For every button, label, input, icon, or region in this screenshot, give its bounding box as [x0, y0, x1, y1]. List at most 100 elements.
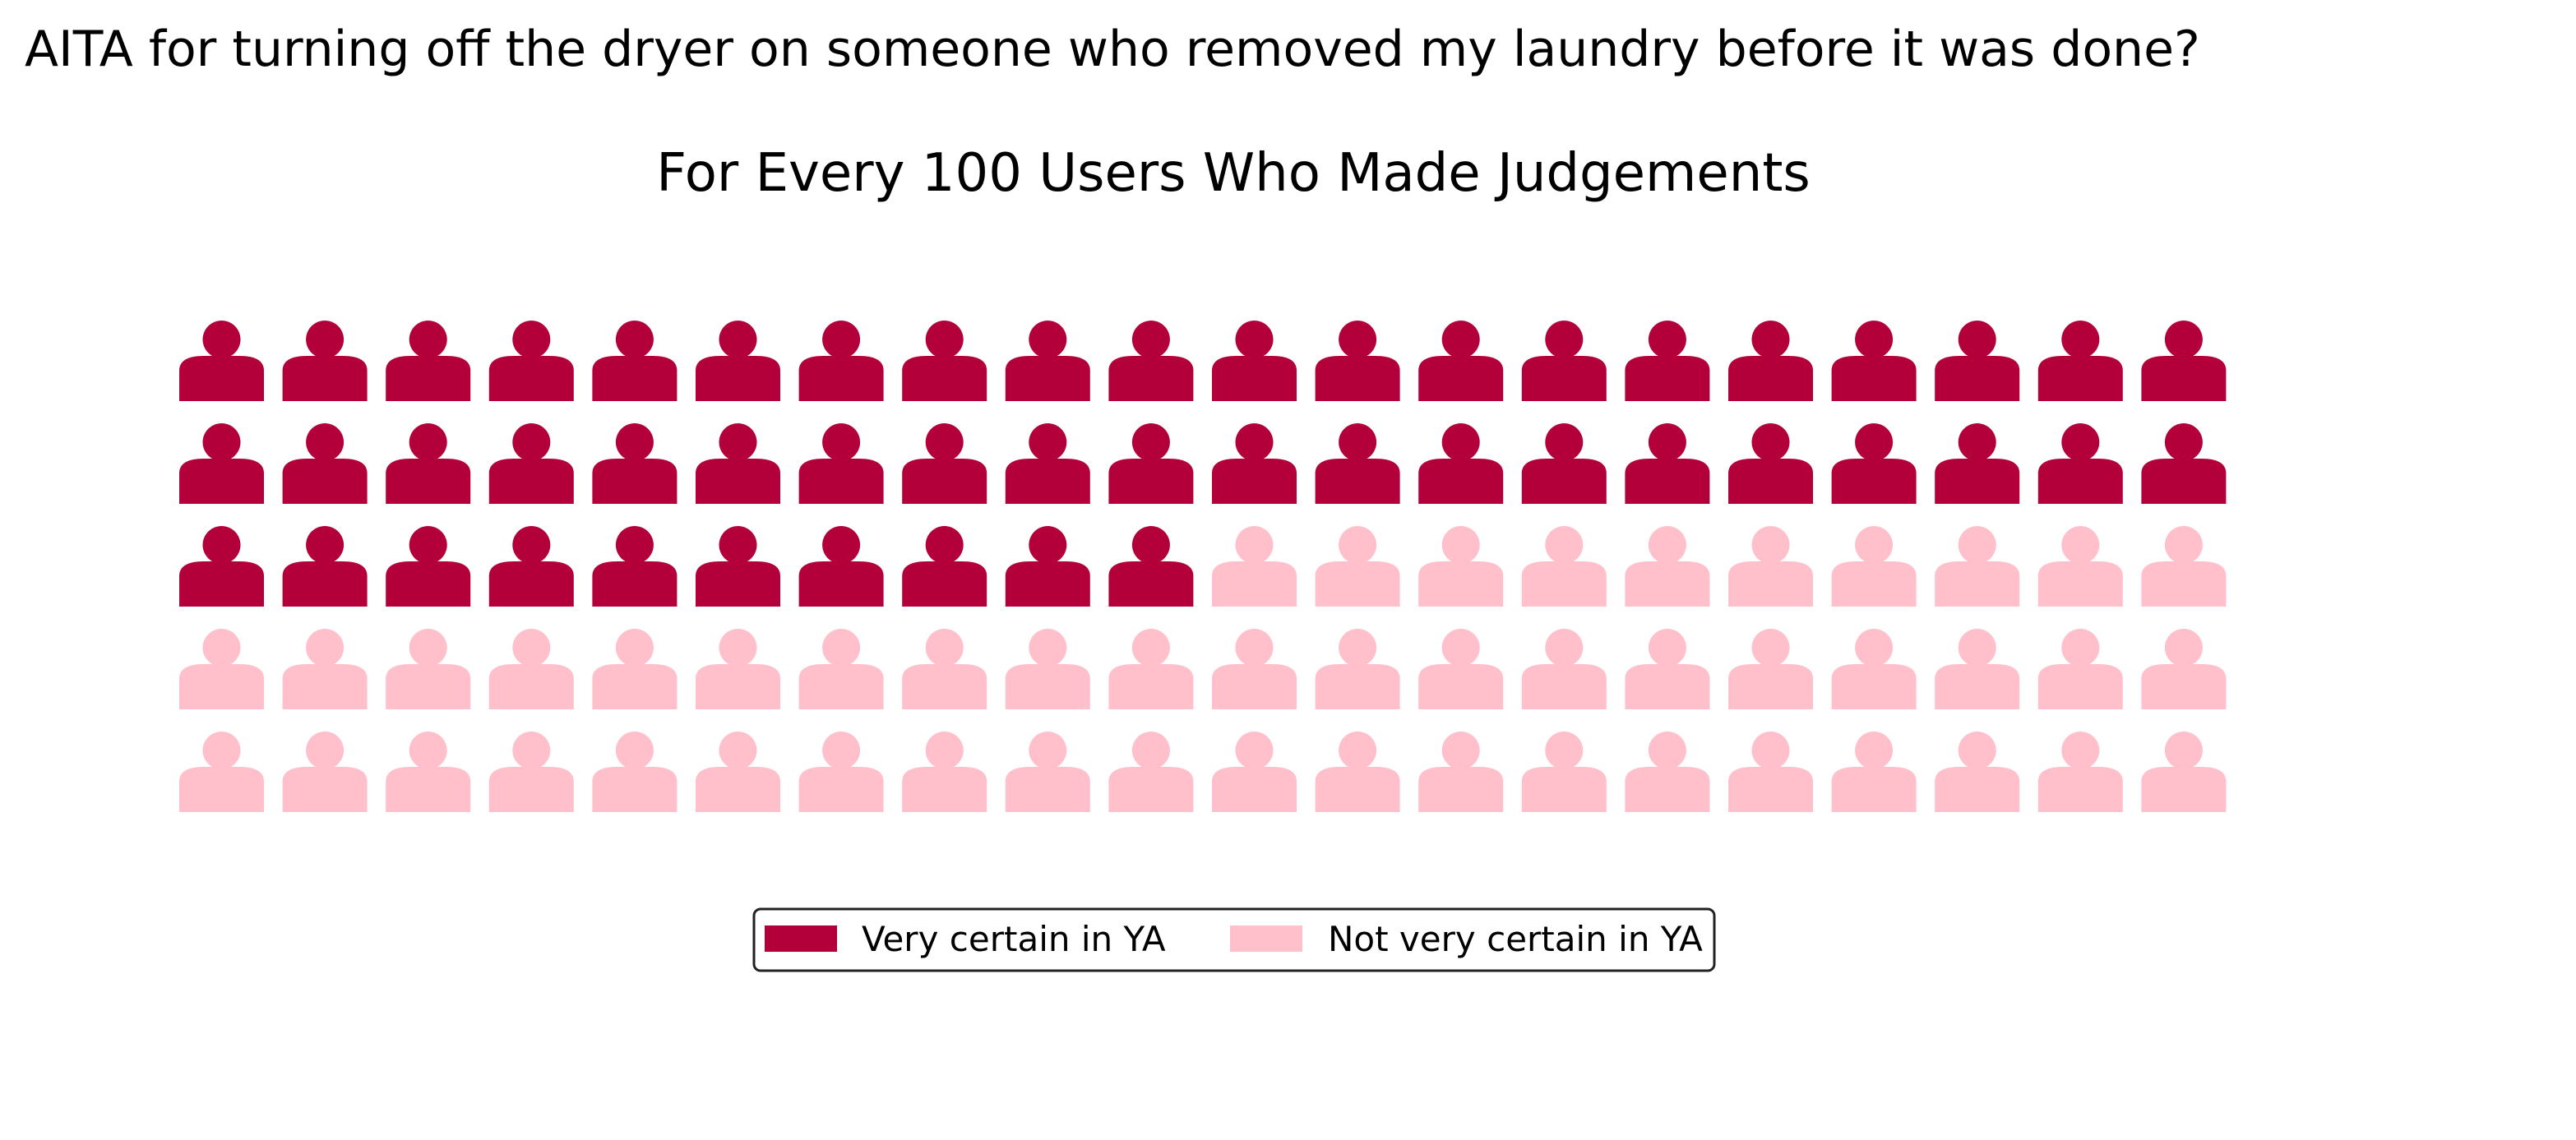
person-icon — [386, 526, 471, 607]
person-icon-head — [409, 526, 447, 564]
person-icon — [179, 629, 264, 709]
person-icon — [1212, 732, 1297, 812]
person-icon — [1935, 526, 2020, 607]
person-icon-head — [1441, 629, 1480, 667]
person-icon-head — [1751, 526, 1790, 564]
person-icon — [1831, 321, 1917, 401]
person-icon-head — [1855, 629, 1894, 667]
person-icon-body — [696, 767, 780, 812]
person-icon-head — [1441, 321, 1480, 358]
person-icon-head — [2061, 423, 2100, 461]
person-icon — [592, 423, 678, 504]
person-icon-head — [512, 423, 551, 461]
person-icon-body — [1005, 561, 1090, 607]
person-icon-head — [2164, 321, 2203, 358]
person-icon — [1418, 629, 1504, 709]
person-icon — [282, 526, 368, 607]
person-icon — [2037, 526, 2123, 607]
person-icon-head — [1235, 423, 1274, 461]
person-icon — [1108, 321, 1194, 401]
person-icon-head — [615, 321, 654, 358]
person-icon-head — [1958, 732, 1996, 769]
person-icon — [1728, 629, 1813, 709]
person-icon-body — [1831, 561, 1917, 607]
person-icon-body — [1108, 356, 1194, 401]
person-icon-head — [925, 321, 964, 358]
person-icon — [1728, 423, 1813, 504]
person-icon-head — [512, 321, 551, 358]
person-icon-body — [1108, 459, 1194, 504]
person-icon-head — [1235, 321, 1274, 358]
person-icon — [1108, 423, 1194, 504]
person-icon-body — [1521, 561, 1607, 607]
person-icon — [592, 732, 678, 812]
person-icon-head — [1029, 526, 1067, 564]
person-icon-head — [306, 629, 345, 667]
person-icon-head — [512, 526, 551, 564]
person-icon-body — [179, 356, 264, 401]
chart-title: AITA for turning off the dryer on someon… — [25, 21, 2200, 78]
person-icon-body — [282, 561, 368, 607]
person-icon-head — [1339, 423, 1377, 461]
person-icon — [282, 321, 368, 401]
person-icon-head — [512, 629, 551, 667]
person-icon — [1315, 321, 1400, 401]
person-icon-body — [798, 767, 884, 812]
person-icon — [696, 321, 780, 401]
person-icon — [282, 423, 368, 504]
person-icon — [798, 629, 884, 709]
person-icon-head — [925, 423, 964, 461]
person-icon-body — [902, 459, 987, 504]
person-icon — [798, 526, 884, 607]
person-icon-head — [202, 321, 241, 358]
person-icon-head — [1441, 732, 1480, 769]
person-icon-body — [1521, 459, 1607, 504]
person-icon — [1212, 629, 1297, 709]
person-icon-body — [282, 459, 368, 504]
person-icon — [2037, 423, 2123, 504]
person-icon — [2037, 629, 2123, 709]
person-icon — [488, 321, 574, 401]
legend-label-very-certain: Very certain in YA — [862, 919, 1166, 959]
person-icon-head — [2164, 732, 2203, 769]
person-icon-body — [1728, 356, 1813, 401]
person-icon-body — [1625, 356, 1710, 401]
person-icon-head — [1958, 423, 1996, 461]
person-icon — [179, 321, 264, 401]
person-icon — [798, 321, 884, 401]
person-icon — [1212, 423, 1297, 504]
person-icon-body — [1005, 356, 1090, 401]
person-icon-body — [2037, 459, 2123, 504]
person-icon-body — [1728, 561, 1813, 607]
person-icon-body — [2141, 356, 2227, 401]
person-icon — [1108, 732, 1194, 812]
person-icon-head — [719, 423, 757, 461]
person-icon-body — [179, 767, 264, 812]
person-icon — [1728, 526, 1813, 607]
person-icon-body — [1935, 561, 2020, 607]
legend-swatch-not-very-certain — [1230, 925, 1302, 952]
person-icon — [386, 629, 471, 709]
person-icon-body — [1521, 356, 1607, 401]
person-icon-body — [1315, 459, 1400, 504]
person-icon — [1625, 423, 1710, 504]
person-icon — [1315, 526, 1400, 607]
person-icon — [1728, 732, 1813, 812]
person-icon-head — [925, 732, 964, 769]
person-icon-head — [1648, 526, 1686, 564]
person-icon-head — [2061, 526, 2100, 564]
person-icon — [282, 732, 368, 812]
person-icon-body — [488, 356, 574, 401]
person-icon-head — [306, 526, 345, 564]
person-icon-body — [696, 459, 780, 504]
person-icon-body — [1108, 561, 1194, 607]
person-icon — [179, 526, 264, 607]
person-icon — [1935, 629, 2020, 709]
person-icon-head — [2061, 321, 2100, 358]
person-icon-head — [1339, 629, 1377, 667]
person-icon-body — [2141, 561, 2227, 607]
person-icon — [1005, 526, 1090, 607]
person-icon-body — [1831, 767, 1917, 812]
person-icon-head — [409, 423, 447, 461]
person-icon-head — [2061, 732, 2100, 769]
